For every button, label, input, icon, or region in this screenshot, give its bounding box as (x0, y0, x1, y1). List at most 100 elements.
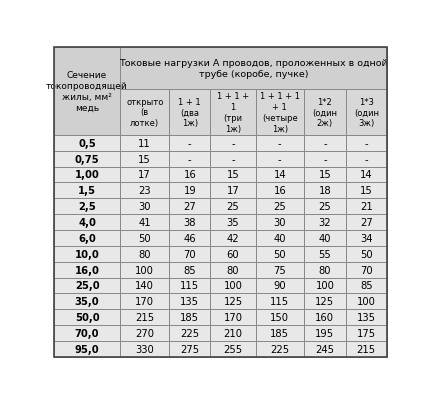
Text: -: - (278, 154, 282, 164)
Text: 11: 11 (138, 138, 151, 148)
Text: -: - (231, 138, 235, 148)
Bar (120, 90, 169, 136)
Text: -: - (278, 138, 282, 148)
Bar (346, 231, 387, 246)
Text: 90: 90 (273, 281, 286, 291)
Text: 42: 42 (227, 233, 240, 243)
Bar (304, 199, 346, 215)
Text: 85: 85 (360, 281, 373, 291)
Bar (346, 341, 387, 357)
Text: 23: 23 (138, 186, 151, 196)
Bar (210, 246, 255, 262)
Text: 30: 30 (273, 217, 286, 227)
Text: 225: 225 (180, 328, 200, 338)
Bar (169, 341, 210, 357)
Bar (304, 278, 346, 294)
Bar (255, 183, 304, 199)
Bar (255, 310, 304, 325)
Bar (169, 231, 210, 246)
Bar (346, 294, 387, 310)
Text: 50,0: 50,0 (75, 312, 99, 322)
Bar (54, 310, 120, 325)
Bar (54, 341, 120, 357)
Bar (255, 215, 304, 231)
Text: 0,5: 0,5 (78, 138, 96, 148)
Bar (346, 151, 387, 167)
Text: 85: 85 (184, 265, 196, 275)
Bar (210, 262, 255, 278)
Bar (255, 325, 304, 341)
Bar (346, 278, 387, 294)
Bar (120, 310, 169, 325)
Text: 40: 40 (319, 233, 331, 243)
Text: 210: 210 (224, 328, 243, 338)
Text: 170: 170 (135, 297, 154, 306)
Bar (304, 325, 346, 341)
Text: 80: 80 (319, 265, 331, 275)
Text: 75: 75 (273, 265, 286, 275)
Bar (346, 246, 387, 262)
Text: 70: 70 (360, 265, 373, 275)
Text: 170: 170 (224, 312, 243, 322)
Bar (120, 167, 169, 183)
Bar (304, 231, 346, 246)
Text: 255: 255 (224, 344, 243, 354)
Bar (346, 325, 387, 341)
Text: 100: 100 (316, 281, 334, 291)
Text: 6,0: 6,0 (78, 233, 96, 243)
Bar (210, 278, 255, 294)
Text: 19: 19 (183, 186, 196, 196)
Text: 38: 38 (184, 217, 196, 227)
Bar (54, 48, 120, 136)
Text: 18: 18 (319, 186, 331, 196)
Text: 275: 275 (180, 344, 200, 354)
Text: -: - (323, 154, 327, 164)
Text: 60: 60 (227, 249, 240, 259)
Bar (120, 294, 169, 310)
Bar (120, 183, 169, 199)
Bar (169, 246, 210, 262)
Text: 25: 25 (319, 202, 331, 212)
Text: 41: 41 (138, 217, 151, 227)
Bar (304, 294, 346, 310)
Text: -: - (365, 154, 368, 164)
Text: -: - (323, 138, 327, 148)
Bar (54, 325, 120, 341)
Text: 245: 245 (315, 344, 335, 354)
Bar (120, 278, 169, 294)
Bar (210, 183, 255, 199)
Text: 27: 27 (183, 202, 196, 212)
Text: 135: 135 (357, 312, 376, 322)
Bar (120, 48, 387, 90)
Bar (304, 136, 346, 151)
Text: 34: 34 (360, 233, 372, 243)
Text: 17: 17 (227, 186, 240, 196)
Bar (54, 262, 120, 278)
Bar (255, 294, 304, 310)
Bar (120, 246, 169, 262)
Text: -: - (188, 154, 191, 164)
Bar (210, 167, 255, 183)
Text: 1 + 1 + 1
+ 1
(четыре
1ж): 1 + 1 + 1 + 1 (четыре 1ж) (260, 92, 300, 133)
Bar (54, 151, 120, 167)
Bar (54, 231, 120, 246)
Bar (120, 151, 169, 167)
Text: 2,5: 2,5 (78, 202, 96, 212)
Text: 14: 14 (273, 170, 286, 180)
Bar (169, 199, 210, 215)
Bar (169, 278, 210, 294)
Text: 100: 100 (224, 281, 243, 291)
Bar (54, 136, 120, 151)
Text: 150: 150 (270, 312, 289, 322)
Bar (210, 325, 255, 341)
Bar (346, 199, 387, 215)
Text: Токовые нагрузки А проводов, проложенных в одной
трубе (коробе, пучке): Токовые нагрузки А проводов, проложенных… (120, 59, 388, 79)
Bar (210, 199, 255, 215)
Text: 0,75: 0,75 (75, 154, 99, 164)
Text: 30: 30 (138, 202, 151, 212)
Bar (169, 136, 210, 151)
Bar (255, 231, 304, 246)
Bar (54, 199, 120, 215)
Text: 35,0: 35,0 (75, 297, 99, 306)
Text: 50: 50 (273, 249, 286, 259)
